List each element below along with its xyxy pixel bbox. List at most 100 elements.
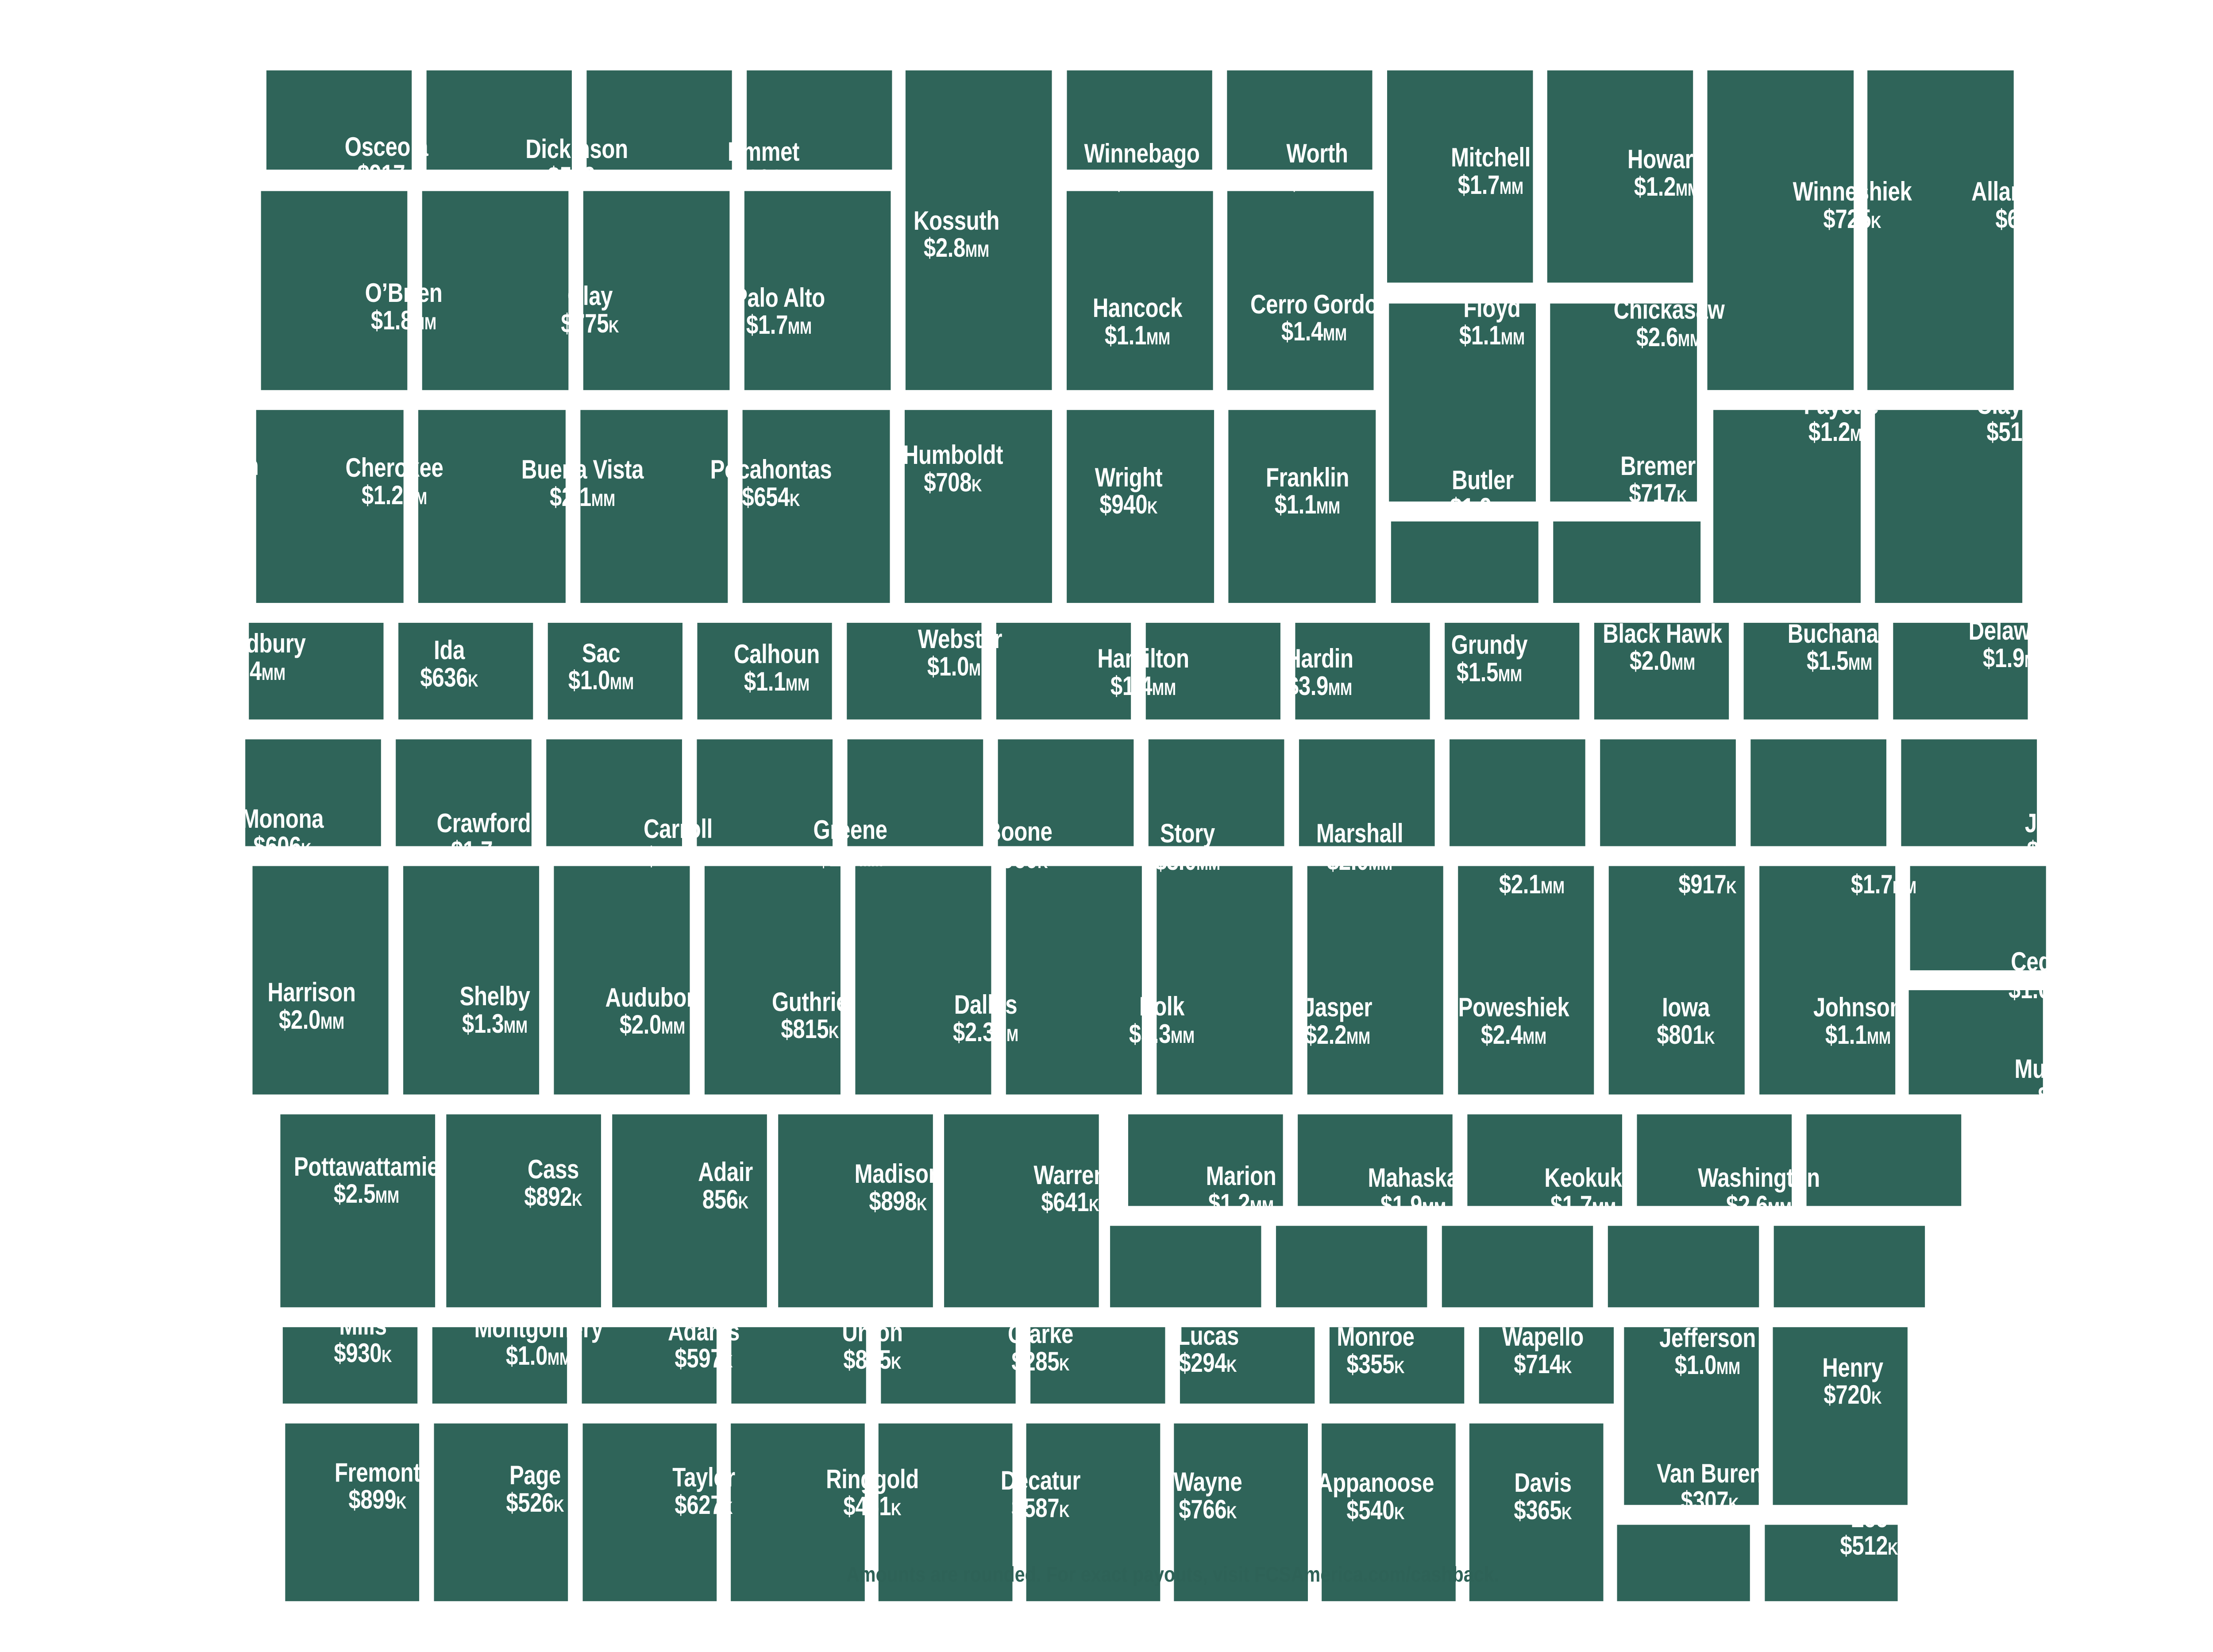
county-shape[interactable] [1704, 401, 1870, 612]
county-shape[interactable] [1139, 730, 1294, 856]
county-shape[interactable] [1218, 182, 1383, 399]
county-shape[interactable] [1290, 730, 1444, 856]
county-shape[interactable] [423, 1318, 576, 1413]
county-shape[interactable] [544, 857, 699, 1104]
county-shape[interactable] [846, 857, 1001, 1104]
county-shape[interactable] [386, 730, 541, 856]
county-shape[interactable] [276, 1414, 428, 1610]
county-shape[interactable] [1017, 1414, 1169, 1610]
county-shape[interactable] [1057, 182, 1222, 399]
county-shape[interactable] [1458, 1105, 1631, 1215]
county-shape[interactable] [1599, 1216, 1768, 1316]
county-shape[interactable] [413, 182, 578, 399]
county-shape[interactable] [1591, 730, 1745, 856]
county-shape[interactable] [247, 401, 413, 612]
county-shape[interactable] [989, 730, 1143, 856]
county-shape[interactable] [1137, 614, 1290, 729]
county-shape[interactable] [1382, 512, 1548, 612]
county-shape[interactable] [409, 401, 575, 612]
county-shape[interactable] [869, 1414, 1022, 1610]
county-shape[interactable] [987, 614, 1140, 729]
county-shape[interactable] [1320, 1318, 1473, 1413]
county-shape[interactable] [539, 614, 692, 729]
county-shape[interactable] [1750, 857, 1905, 1104]
county-shape[interactable] [1119, 1105, 1292, 1215]
county-shape[interactable] [574, 182, 739, 399]
county-shape[interactable] [1765, 1216, 1934, 1316]
county-shape[interactable] [437, 1105, 610, 1316]
county-shape[interactable] [394, 857, 548, 1104]
county-shape[interactable] [722, 1318, 875, 1413]
county-shape[interactable] [236, 730, 390, 856]
county-shape[interactable] [687, 730, 842, 856]
county-shape[interactable] [1541, 294, 1706, 511]
county-shape[interactable] [1538, 61, 1702, 292]
county-shape[interactable] [603, 1105, 776, 1316]
county-shape[interactable] [271, 1105, 444, 1316]
county-shape[interactable] [1615, 1318, 1768, 1514]
county-shape[interactable] [1866, 401, 2032, 612]
county-shape[interactable] [1884, 614, 2037, 729]
county-shape[interactable] [769, 1105, 942, 1316]
county-shape[interactable] [1899, 981, 2052, 1104]
county-shape[interactable] [1627, 1105, 1801, 1215]
county-shape[interactable] [895, 401, 1061, 612]
county-shape[interactable] [424, 1414, 577, 1610]
county-shape[interactable] [1286, 614, 1439, 729]
county-shape[interactable] [389, 614, 542, 729]
county-shape[interactable] [1460, 1414, 1613, 1610]
county-shape[interactable] [1298, 857, 1453, 1104]
county-shape[interactable] [1470, 1318, 1623, 1413]
county-shape[interactable] [735, 182, 900, 399]
county-shape[interactable] [1735, 614, 1888, 729]
county-shape[interactable] [1858, 61, 2023, 399]
county-shape[interactable] [1312, 1414, 1465, 1610]
county-shape[interactable] [871, 1318, 1025, 1413]
county-shape[interactable] [1797, 1105, 1970, 1215]
county-shape[interactable] [1608, 1516, 1759, 1610]
county-shape[interactable] [1892, 730, 2046, 856]
county-shape[interactable] [837, 614, 991, 729]
county-shape[interactable] [417, 61, 581, 179]
county-shape[interactable] [733, 401, 899, 612]
county-shape[interactable] [1219, 401, 1385, 612]
county-shape[interactable] [997, 857, 1151, 1104]
county-shape[interactable] [721, 1414, 874, 1610]
county-shape[interactable] [1171, 1318, 1324, 1413]
county-shape[interactable] [1585, 614, 1738, 729]
county-shape[interactable] [1021, 1318, 1175, 1413]
county-shape[interactable] [1164, 1414, 1317, 1610]
county-shape[interactable] [1901, 857, 2055, 980]
county-shape[interactable] [252, 182, 416, 399]
county-shape[interactable] [935, 1105, 1108, 1316]
county-shape[interactable] [1218, 61, 1382, 179]
county-shape[interactable] [1600, 857, 1754, 1104]
county-shape[interactable] [239, 614, 393, 729]
county-shape[interactable] [1267, 1216, 1436, 1316]
county-shape[interactable] [1440, 730, 1595, 856]
county-shape[interactable] [1288, 1105, 1462, 1215]
county-shape[interactable] [1147, 857, 1302, 1104]
county-shape[interactable] [571, 401, 737, 612]
county-shape[interactable] [1544, 512, 1710, 612]
county-shape[interactable] [688, 614, 841, 729]
county-shape[interactable] [1449, 857, 1603, 1104]
county-shape[interactable] [1763, 1318, 1917, 1514]
county-shape[interactable] [1741, 730, 1896, 856]
county-shape[interactable] [1433, 1216, 1602, 1316]
county-shape[interactable] [1057, 61, 1222, 179]
county-shape[interactable] [1378, 61, 1542, 292]
county-shape[interactable] [243, 857, 398, 1104]
county-shape[interactable] [573, 1414, 726, 1610]
county-shape[interactable] [274, 1318, 427, 1413]
county-shape[interactable] [257, 61, 421, 179]
county-shape[interactable] [537, 730, 691, 856]
county-shape[interactable] [1435, 614, 1588, 729]
county-shape[interactable] [1101, 1216, 1271, 1316]
county-shape[interactable] [573, 1318, 726, 1413]
county-shape[interactable] [838, 730, 992, 856]
county-shape[interactable] [896, 61, 1061, 399]
county-shape[interactable] [1755, 1516, 1907, 1610]
county-shape[interactable] [577, 61, 741, 179]
county-shape[interactable] [1057, 401, 1223, 612]
